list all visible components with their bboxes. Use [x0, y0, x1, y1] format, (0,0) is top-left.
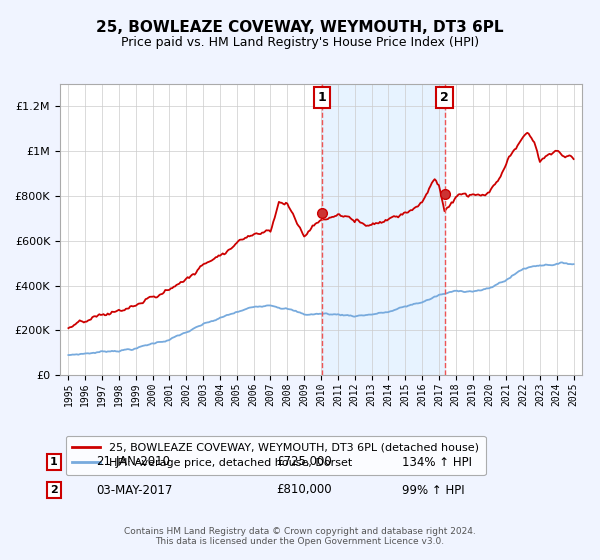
Text: 99% ↑ HPI: 99% ↑ HPI [402, 483, 464, 497]
Text: 2: 2 [50, 485, 58, 495]
Text: Price paid vs. HM Land Registry's House Price Index (HPI): Price paid vs. HM Land Registry's House … [121, 36, 479, 49]
Legend: 25, BOWLEAZE COVEWAY, WEYMOUTH, DT3 6PL (detached house), HPI: Average price, de: 25, BOWLEAZE COVEWAY, WEYMOUTH, DT3 6PL … [65, 436, 485, 475]
Text: 21-JAN-2010: 21-JAN-2010 [96, 455, 170, 469]
Text: 25, BOWLEAZE COVEWAY, WEYMOUTH, DT3 6PL: 25, BOWLEAZE COVEWAY, WEYMOUTH, DT3 6PL [96, 20, 504, 35]
Text: 03-MAY-2017: 03-MAY-2017 [96, 483, 172, 497]
Text: £725,000: £725,000 [276, 455, 332, 469]
Text: 1: 1 [50, 457, 58, 467]
Text: 2: 2 [440, 91, 449, 104]
Text: Contains HM Land Registry data © Crown copyright and database right 2024.
This d: Contains HM Land Registry data © Crown c… [124, 526, 476, 546]
Text: 134% ↑ HPI: 134% ↑ HPI [402, 455, 472, 469]
Bar [322, 84, 445, 375]
Text: 1: 1 [317, 91, 326, 104]
Text: £810,000: £810,000 [276, 483, 332, 497]
